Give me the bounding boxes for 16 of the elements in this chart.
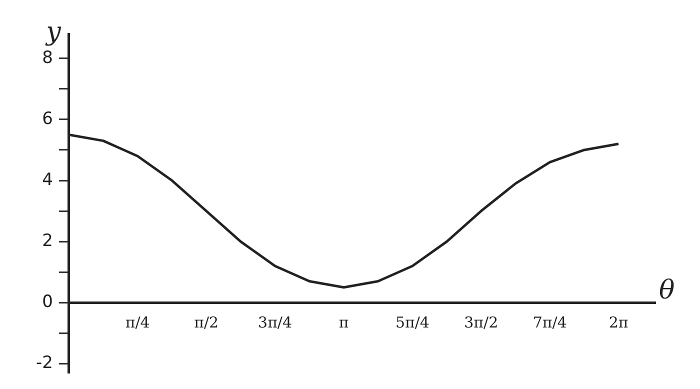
y-tick-label: 8 xyxy=(42,48,53,68)
y-tick-label: 4 xyxy=(42,170,53,190)
x-tick-label: π/2 xyxy=(194,313,219,332)
y-tick-label: 0 xyxy=(42,292,53,312)
x-tick-label: π xyxy=(338,313,349,332)
y-tick-label: 2 xyxy=(42,230,53,251)
x-tick-label: 5π/4 xyxy=(395,313,430,332)
x-tick-label: π/4 xyxy=(125,313,150,332)
x-axis-title: θ xyxy=(659,275,675,306)
y-tick-label: 6 xyxy=(42,108,53,129)
x-tick-label: 3π/4 xyxy=(258,313,292,332)
x-tick-label: 2π xyxy=(608,313,628,332)
x-tick-label: 3π/2 xyxy=(464,313,498,332)
y-axis-title: y xyxy=(45,16,62,47)
y-tick-label: -2 xyxy=(36,353,53,374)
x-tick-label: 7π/4 xyxy=(532,313,567,332)
